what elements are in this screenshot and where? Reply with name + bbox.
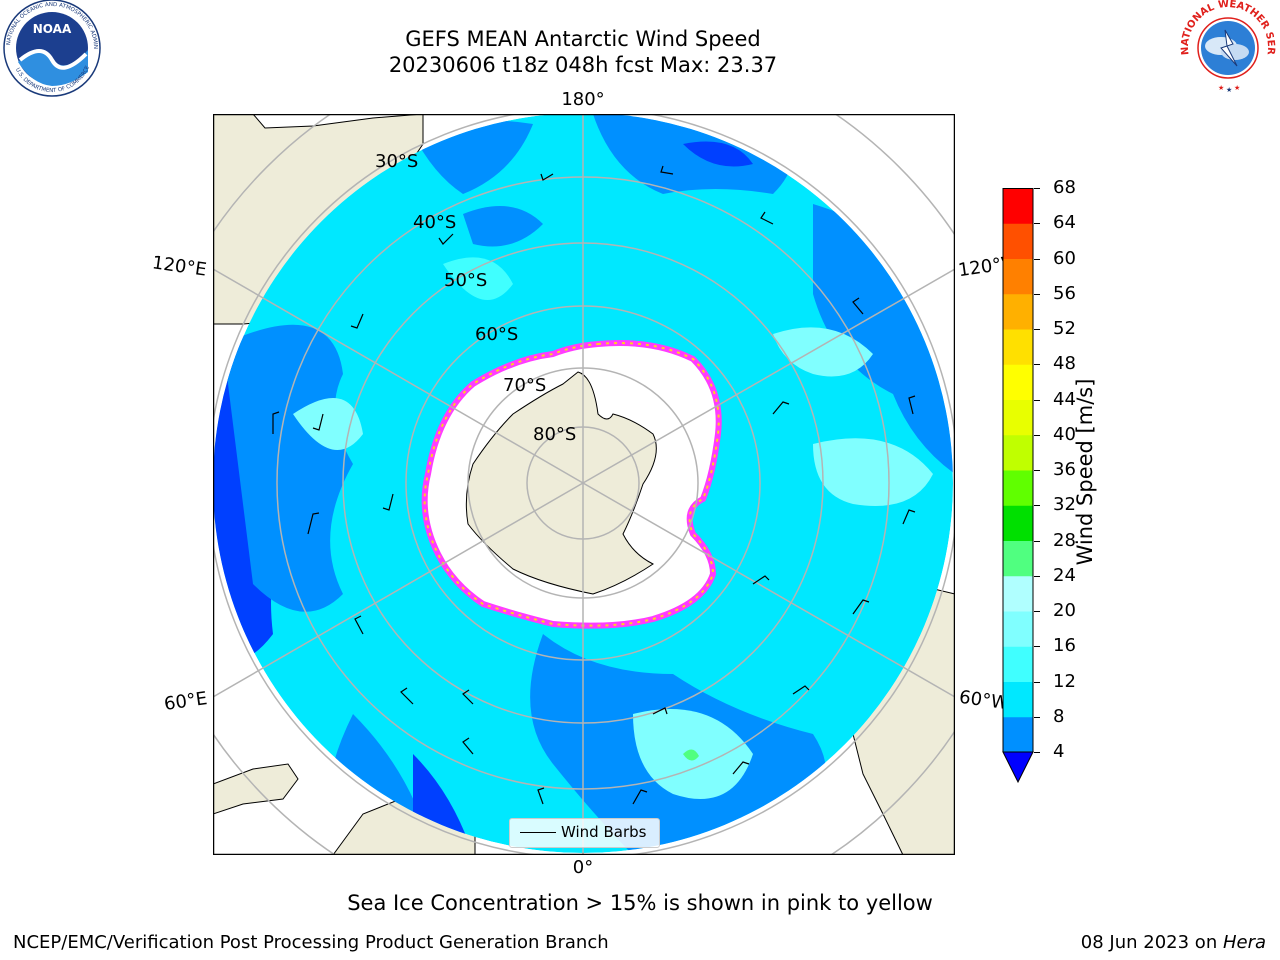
colorbar-label: Wind Speed [m/s] — [1073, 378, 1097, 566]
footer-machine-name: Hera — [1222, 932, 1266, 953]
wind-barbs-legend-label: Wind Barbs — [561, 823, 647, 841]
svg-text:★: ★ — [1218, 84, 1224, 92]
svg-text:★: ★ — [1226, 86, 1232, 94]
colorbar-tick-mark — [1034, 434, 1040, 436]
colorbar-tick-label: 52 — [1053, 318, 1076, 339]
colorbar-tick-mark — [1034, 681, 1040, 683]
colorbar-tick-mark — [1034, 399, 1040, 401]
colorbar-band — [1003, 434, 1033, 471]
lon-label-60e: 60°E — [162, 688, 209, 715]
colorbar-under-triangle — [1002, 751, 1034, 784]
lat-label-60s: 60°S — [475, 324, 519, 345]
footer-organization: NCEP/EMC/Verification Post Processing Pr… — [13, 932, 609, 953]
colorbar-band — [1003, 399, 1033, 436]
colorbar-band — [1003, 364, 1033, 400]
colorbar-tick-mark — [1034, 716, 1040, 718]
lat-label-30s: 30°S — [375, 151, 419, 172]
colorbar-tick-mark — [1034, 293, 1040, 295]
colorbar-band — [1003, 681, 1033, 718]
colorbar-tick-mark — [1034, 540, 1040, 542]
colorbar-band — [1003, 646, 1033, 682]
lat-label-80s: 80°S — [533, 424, 577, 445]
colorbar-tick-mark — [1034, 364, 1040, 366]
colorbar-tick-mark — [1034, 470, 1040, 471]
colorbar-frame — [1002, 188, 1034, 753]
colorbar-tick-label: 36 — [1053, 459, 1076, 480]
colorbar-band — [1003, 575, 1033, 612]
svg-text:NOAA: NOAA — [33, 22, 72, 36]
footer-date-text: 08 Jun 2023 on — [1080, 932, 1223, 953]
colorbar-band — [1003, 716, 1033, 753]
wind-barbs-legend: Wind Barbs — [509, 818, 660, 848]
colorbar-tick-label: 24 — [1053, 564, 1076, 586]
footer-date: 08 Jun 2023 on Hera — [1081, 932, 1266, 953]
colorbar-tick-mark — [1034, 505, 1040, 507]
colorbar-band — [1003, 293, 1033, 330]
colorbar-band — [1003, 470, 1033, 506]
colorbar-tick-label: 12 — [1053, 670, 1076, 692]
lon-label-120e: 120°E — [150, 252, 208, 281]
colorbar-tick-label: 28 — [1053, 529, 1076, 551]
colorbar-tick-label: 60 — [1053, 247, 1076, 269]
graticule — [213, 114, 955, 855]
wind-barbs — [272, 165, 916, 805]
nws-logo: NATIONAL WEATHER SERVICE ★ ★ ★ — [1171, 0, 1280, 100]
colorbar-tick-mark — [1034, 611, 1040, 612]
svg-text:★: ★ — [1234, 84, 1240, 92]
colorbar-tick-mark — [1034, 223, 1040, 225]
colorbar-tick-label: 4 — [1053, 741, 1065, 762]
colorbar-tick-label: 44 — [1053, 388, 1076, 410]
lat-label-50s: 50°S — [444, 270, 488, 291]
lon-label-0: 0° — [572, 857, 594, 878]
colorbar-tick-mark — [1034, 258, 1040, 260]
colorbar-band — [1003, 611, 1033, 647]
colorbar-band — [1003, 540, 1033, 577]
chart-subtitle-run: 20230606 t18z 048h fcst Max: 23.37 — [388, 53, 778, 77]
antarctica — [421, 340, 722, 629]
colorbar-tick-label: 64 — [1053, 212, 1076, 234]
colorbar-tick-label: 56 — [1053, 282, 1076, 304]
colorbar-tick-mark — [1034, 575, 1040, 577]
colorbar-tick-mark — [1034, 646, 1040, 648]
colorbar-tick-mark — [1034, 329, 1040, 330]
wind-barbs-legend-line — [520, 832, 556, 833]
sea-ice-note: Sea Ice Concentration > 15% is shown in … — [347, 891, 933, 915]
colorbar-tick-mark — [1034, 752, 1040, 753]
lat-label-40s: 40°S — [413, 212, 457, 233]
colorbar-tick-label: 8 — [1053, 705, 1065, 727]
colorbar-tick-label: 68 — [1053, 177, 1076, 198]
chart-title: GEFS MEAN Antarctic Wind Speed — [405, 27, 761, 51]
colorbar-tick-label: 20 — [1053, 600, 1076, 621]
noaa-logo: NOAA NATIONAL OCEANIC AND ATMOSPHERIC AD… — [0, 0, 106, 106]
colorbar — [1002, 188, 1034, 784]
lon-label-180: 180° — [561, 89, 605, 110]
colorbar-tick-label: 16 — [1053, 635, 1076, 657]
colorbar-tick-label: 40 — [1053, 423, 1076, 445]
colorbar-tick-label: 32 — [1053, 494, 1076, 516]
map-panel: 30°S 40°S 50°S 60°S 70°S 80°S — [212, 113, 956, 856]
colorbar-band — [1003, 188, 1033, 224]
colorbar-tick-label: 48 — [1053, 353, 1076, 375]
colorbar-band — [1003, 505, 1033, 541]
lat-label-70s: 70°S — [503, 375, 547, 396]
colorbar-tick-mark — [1034, 188, 1040, 189]
colorbar-band — [1003, 223, 1033, 259]
colorbar-band — [1003, 329, 1033, 365]
colorbar-band — [1003, 258, 1033, 295]
